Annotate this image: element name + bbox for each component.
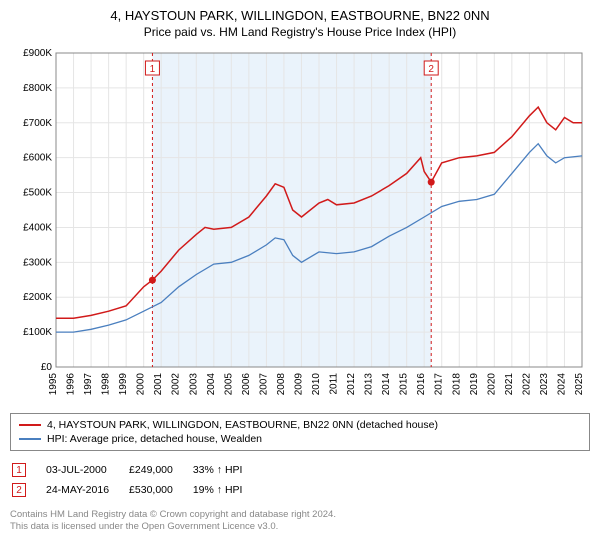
svg-text:2018: 2018 [451, 373, 462, 396]
footer-line-1: Contains HM Land Registry data © Crown c… [10, 509, 590, 521]
transaction-date: 24-MAY-2016 [46, 481, 127, 499]
svg-text:2017: 2017 [434, 373, 445, 396]
svg-text:1998: 1998 [101, 373, 112, 396]
legend-item: HPI: Average price, detached house, Weal… [19, 432, 581, 446]
transaction-row: 2 24-MAY-2016£530,00019% ↑ HPI [12, 481, 260, 499]
transaction-price: £530,000 [129, 481, 191, 499]
transaction-date: 03-JUL-2000 [46, 461, 127, 479]
svg-text:2024: 2024 [556, 373, 567, 396]
svg-text:2006: 2006 [241, 373, 252, 396]
svg-text:£300K: £300K [23, 257, 52, 268]
svg-text:£400K: £400K [23, 222, 52, 233]
transaction-price: £249,000 [129, 461, 191, 479]
svg-text:1997: 1997 [83, 373, 94, 396]
chart-plot: £0 £100K £200K £300K £400K £500K £600K £700K £80… [10, 47, 590, 407]
transaction-marker-icon: 2 [12, 483, 26, 497]
svg-text:2015: 2015 [399, 373, 410, 396]
svg-text:2000: 2000 [136, 373, 147, 396]
legend-item: 4, HAYSTOUN PARK, WILLINGDON, EASTBOURNE… [19, 418, 581, 432]
svg-text:£0: £0 [41, 362, 53, 373]
svg-text:2003: 2003 [188, 373, 199, 396]
svg-text:2009: 2009 [293, 373, 304, 396]
svg-text:2013: 2013 [364, 373, 375, 396]
svg-text:2001: 2001 [153, 373, 164, 396]
svg-text:£600K: £600K [23, 153, 52, 164]
svg-text:2: 2 [428, 64, 434, 75]
transaction-marker-icon: 1 [12, 463, 26, 477]
svg-text:1999: 1999 [118, 373, 129, 396]
svg-text:2005: 2005 [223, 373, 234, 396]
svg-text:2022: 2022 [521, 373, 532, 396]
svg-text:2014: 2014 [381, 373, 392, 396]
svg-text:£800K: £800K [23, 83, 52, 94]
svg-text:£200K: £200K [23, 292, 52, 303]
svg-text:2004: 2004 [206, 373, 217, 396]
svg-text:2025: 2025 [574, 373, 585, 396]
svg-text:1: 1 [150, 64, 156, 75]
svg-text:£100K: £100K [23, 327, 52, 338]
legend: 4, HAYSTOUN PARK, WILLINGDON, EASTBOURNE… [10, 413, 590, 451]
footer-line-2: This data is licensed under the Open Gov… [10, 521, 590, 533]
svg-text:2019: 2019 [469, 373, 480, 396]
footer-attribution: Contains HM Land Registry data © Crown c… [10, 509, 590, 534]
svg-text:1996: 1996 [66, 373, 77, 396]
chart-container: 4, HAYSTOUN PARK, WILLINGDON, EASTBOURNE… [0, 0, 600, 542]
svg-text:2002: 2002 [171, 373, 182, 396]
chart-svg: £0 £100K £200K £300K £400K £500K £600K £700K £80… [10, 47, 590, 407]
svg-text:2007: 2007 [258, 373, 269, 396]
chart-subtitle: Price paid vs. HM Land Registry's House … [10, 25, 590, 39]
legend-label: HPI: Average price, detached house, Weal… [47, 433, 262, 445]
transaction-row: 1 03-JUL-2000£249,00033% ↑ HPI [12, 461, 260, 479]
svg-text:2011: 2011 [329, 373, 340, 395]
legend-swatch [19, 438, 41, 440]
legend-swatch [19, 424, 41, 426]
svg-text:2023: 2023 [539, 373, 550, 396]
transactions-table: 1 03-JUL-2000£249,00033% ↑ HPI 2 24-MAY-201… [10, 459, 262, 501]
svg-text:2021: 2021 [504, 373, 515, 396]
legend-label: 4, HAYSTOUN PARK, WILLINGDON, EASTBOURNE… [47, 419, 438, 431]
svg-text:£900K: £900K [23, 48, 52, 59]
chart-title: 4, HAYSTOUN PARK, WILLINGDON, EASTBOURNE… [10, 8, 590, 23]
transaction-hpi-diff: 19% ↑ HPI [193, 481, 261, 499]
transaction-hpi-diff: 33% ↑ HPI [193, 461, 261, 479]
svg-text:2010: 2010 [311, 373, 322, 396]
svg-text:£700K: £700K [23, 118, 52, 129]
svg-text:2016: 2016 [416, 373, 427, 396]
svg-text:2008: 2008 [276, 373, 287, 396]
svg-text:1995: 1995 [48, 373, 59, 396]
svg-text:2012: 2012 [346, 373, 357, 396]
svg-text:2020: 2020 [486, 373, 497, 396]
svg-text:£500K: £500K [23, 188, 52, 199]
